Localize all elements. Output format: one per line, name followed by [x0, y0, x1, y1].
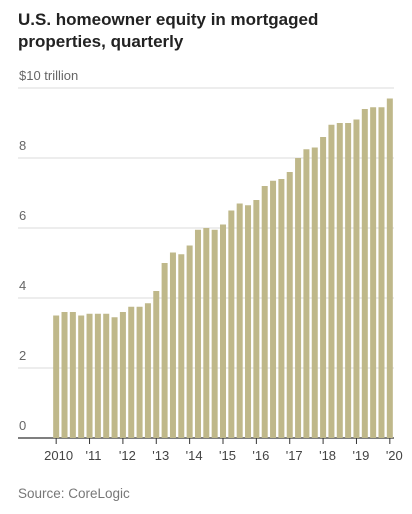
bar [378, 107, 385, 438]
bar-chart: 0 2 4 6 8 $10 trillion 2010 '11 '12 '13 '14 '15 '16 '… [18, 68, 403, 463]
bar [311, 147, 318, 438]
x-tick-label: '13 [152, 448, 169, 463]
bar [295, 158, 302, 438]
bar [211, 229, 218, 438]
bar [203, 228, 210, 438]
bar [86, 313, 93, 438]
x-tick-label: '12 [119, 448, 136, 463]
bar [261, 186, 268, 438]
source-note: Source: CoreLogic [18, 486, 130, 501]
bar [61, 312, 68, 438]
bar [303, 149, 310, 438]
chart-title-line-2: properties, quarterly [18, 32, 184, 51]
bar [328, 124, 335, 438]
bar [370, 107, 377, 438]
bar [161, 263, 168, 438]
bar [136, 306, 143, 438]
bar [361, 109, 368, 438]
x-tick-label: '18 [319, 448, 336, 463]
x-tick-label: '15 [219, 448, 236, 463]
bar [178, 254, 185, 438]
bar [69, 312, 76, 438]
bar [194, 229, 201, 438]
bar [270, 180, 277, 438]
chart-title-line-1: U.S. homeowner equity in mortgaged [18, 10, 319, 29]
bar [103, 313, 110, 438]
x-tick-label: '16 [252, 448, 269, 463]
y-tick-label: 2 [19, 348, 26, 363]
bar [144, 303, 151, 438]
bar [78, 315, 85, 438]
chart-title: U.S. homeowner equity in mortgaged prope… [18, 9, 398, 53]
bar [320, 137, 327, 438]
bar [245, 205, 252, 438]
bar [153, 291, 160, 438]
bar [53, 315, 60, 438]
bar [353, 119, 360, 438]
y-tick-label: 0 [19, 418, 26, 433]
bar [236, 203, 243, 438]
bar [253, 200, 260, 438]
y-tick-label: 6 [19, 208, 26, 223]
x-tick-label: '20 [386, 448, 403, 463]
bar [386, 98, 393, 438]
bar [128, 306, 135, 438]
y-tick-label: $10 trillion [19, 68, 78, 83]
bar [94, 313, 101, 438]
x-tick-label: '17 [286, 448, 303, 463]
bar [219, 224, 227, 438]
bar [286, 172, 293, 438]
y-tick-label: 4 [19, 278, 26, 293]
bar [228, 210, 235, 438]
bar [336, 123, 343, 438]
bar [278, 179, 285, 438]
bar [345, 123, 352, 438]
bar [111, 317, 118, 438]
x-tick-label: '19 [352, 448, 369, 463]
bar [119, 312, 126, 438]
x-tick-label: '11 [86, 448, 102, 463]
x-tick-label: '14 [186, 448, 203, 463]
bar [169, 252, 176, 438]
y-tick-label: 8 [19, 138, 26, 153]
bar [186, 245, 193, 438]
x-tick-label: 2010 [44, 448, 73, 463]
